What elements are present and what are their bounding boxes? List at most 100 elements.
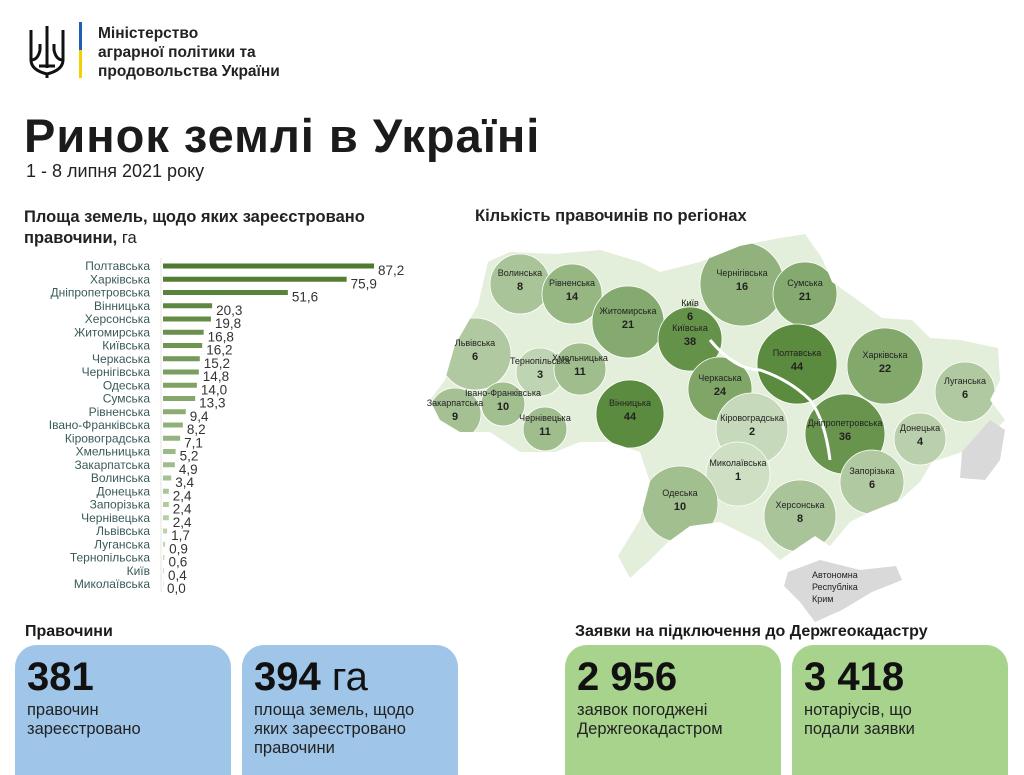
region-area: [541, 263, 603, 325]
bar: [163, 475, 172, 481]
bar-label: Кіровоградська: [65, 431, 150, 445]
bar-value-label: 87,2: [378, 263, 404, 278]
bar-label: Луганська: [94, 537, 150, 551]
bar: [163, 343, 203, 348]
bar-label: Київська: [102, 339, 150, 353]
region-area: [595, 379, 665, 449]
region-value-label: 6: [472, 351, 478, 363]
bar-value-label: 16,8: [208, 329, 234, 344]
bar: [163, 515, 169, 521]
bar-label: Львівська: [96, 524, 150, 538]
ministry-line: продовольства України: [98, 63, 280, 80]
region-value-label: 44: [624, 411, 637, 423]
region-name-label: Чернівецька: [519, 413, 571, 423]
region-value-label: 6: [962, 389, 968, 401]
bar-value-label: 1,7: [171, 528, 190, 543]
stat-desc: правочини: [254, 739, 335, 757]
region-name-label: Волинська: [498, 268, 542, 278]
bar-label: Херсонська: [85, 312, 151, 326]
bar-label: Запорізька: [90, 498, 151, 512]
bar: [163, 396, 196, 401]
crimea-label: Автономна: [812, 570, 858, 580]
bar-value-label: 0,0: [167, 581, 186, 596]
bar: [163, 369, 199, 375]
region-name-label: Житомирська: [600, 306, 657, 316]
bar-value-label: 5,2: [180, 449, 199, 464]
bar: [163, 409, 186, 415]
bar-chart-title-text: Площа земель, щодо яких зареєстровано пр…: [24, 208, 365, 247]
region-name-label: Київ: [681, 298, 699, 308]
bar-label: Волинська: [91, 471, 151, 485]
region-name-label: Донецька: [900, 423, 940, 433]
region-value-label: 10: [674, 501, 686, 513]
region-value-label: 9: [452, 411, 458, 423]
page-subtitle: 1 - 8 липня 2021 року: [26, 161, 205, 181]
bar-value-label: 2,4: [173, 515, 192, 530]
bar-label: Чернігівська: [82, 365, 151, 379]
bar-value-label: 75,9: [351, 276, 377, 291]
bar-value-label: 51,6: [292, 290, 318, 305]
stat-card-deals: 381 правочин зареєстровано: [15, 645, 231, 775]
region-value-label: 10: [497, 401, 509, 413]
stat-number: 394: [254, 655, 321, 699]
region-area: [846, 327, 924, 405]
bar: [163, 329, 204, 335]
trident-coat-of-arms-icon: [29, 26, 65, 78]
stat-desc: правочин: [27, 701, 99, 719]
region-name-label: Запорізька: [849, 466, 894, 476]
region-name-label: Рівненська: [549, 278, 595, 288]
bar-value-label: 9,4: [190, 409, 209, 424]
region-value-label: 3: [537, 369, 543, 381]
stat-card-notaries: 3 418 нотаріусів, що подали заявки: [792, 645, 1008, 775]
bar-label: Хмельницька: [76, 445, 151, 459]
region-name-label: Івано-Франківська: [465, 388, 541, 398]
region-value-label: 11: [539, 426, 551, 438]
bar-label: Івано-Франківська: [49, 418, 151, 432]
flag-divider: [79, 22, 82, 78]
region-value-label: 44: [791, 361, 804, 373]
region-name-label: Сумська: [787, 278, 822, 288]
region-value-label: 1: [735, 471, 741, 483]
stat-card-approved: 2 956 заявок погоджені Держгеокадастром: [565, 645, 781, 775]
region-area: [756, 323, 838, 405]
stat-number: 381: [27, 655, 94, 699]
region-value-label: 14: [566, 291, 579, 303]
bar-label: Вінницька: [94, 299, 150, 313]
crimea-label: Республіка: [812, 582, 858, 592]
region-value-label: 36: [839, 431, 851, 443]
region-value-label: 21: [799, 291, 811, 303]
bar-value-label: 2,4: [173, 502, 192, 517]
ministry-line: Міністерство: [98, 25, 199, 42]
bar-value-label: 15,2: [204, 356, 230, 371]
bar-value-label: 0,9: [169, 541, 188, 556]
region-value-label: 2: [749, 426, 755, 438]
bar-label: Житомирська: [74, 325, 150, 339]
stat-number: 3 418: [804, 655, 905, 699]
bar: [163, 462, 175, 468]
bar-value-label: 7,1: [184, 435, 203, 450]
crimea-region: [784, 560, 902, 622]
bar: [163, 356, 200, 362]
region-name-label: Миколаївська: [709, 458, 766, 468]
bar: [163, 435, 181, 441]
region-value-label: 11: [574, 366, 586, 378]
region-value-label: 8: [797, 513, 803, 525]
bar: [163, 276, 347, 282]
applications-section-title: Заявки на підключення до Держгеокадастру: [575, 623, 928, 640]
dnipro-river: [708, 339, 832, 461]
region-name-label: Кіровоградська: [720, 413, 784, 423]
region-name-label: Київська: [672, 323, 708, 333]
region-name-label: Хмельницька: [552, 353, 608, 363]
region-name-label: Дніпропетровська: [808, 418, 883, 428]
bar-chart-unit: га: [121, 229, 137, 247]
bar-chart: Полтавська 87,2 Харківська 75,9 Дніпропетров…: [49, 258, 404, 596]
bar-value-label: 14,8: [203, 369, 229, 384]
region-name-label: Харківська: [863, 350, 908, 360]
bar-label: Сумська: [103, 392, 151, 406]
bar: [163, 263, 374, 269]
bar-value-label: 3,4: [175, 475, 194, 490]
bar: [163, 528, 168, 534]
region-name-label: Полтавська: [773, 348, 822, 358]
region-name-label: Закарпатська: [427, 398, 484, 408]
bar-value-label: 0,4: [168, 568, 187, 583]
